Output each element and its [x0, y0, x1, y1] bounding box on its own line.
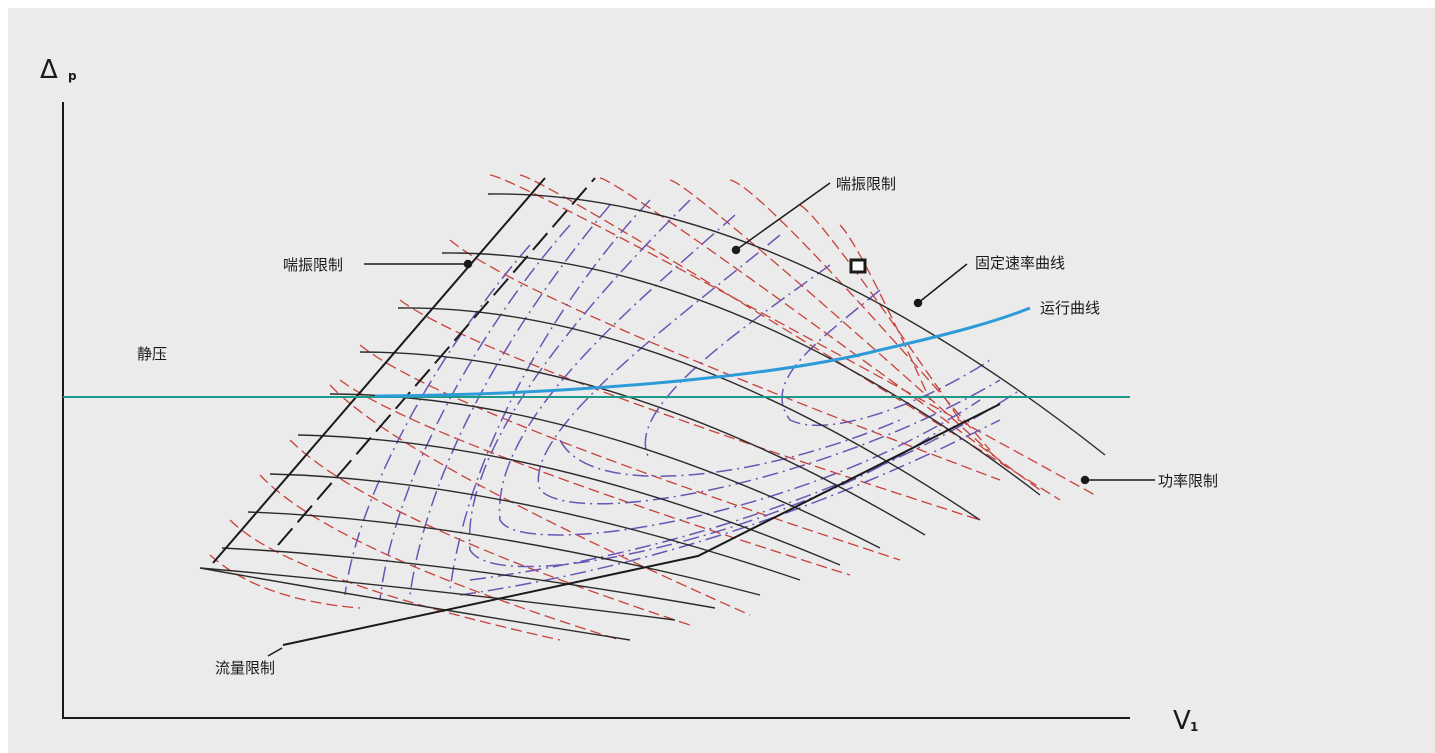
efficiency-contour [498, 214, 981, 536]
label-surge-limit-left: 喘振限制 [283, 256, 343, 274]
red-dashed-line [729, 179, 991, 451]
red-dashed-line [259, 474, 621, 641]
compressor-map-diagram: Δ p V 1 喘振限制 喘振限制 固定速率曲线 运行曲线 静压 功率限制 流量… [8, 8, 1435, 753]
red-dashed-line [449, 239, 1001, 481]
annotation-leaders [267, 182, 1155, 657]
fixed-speed-curve [199, 567, 676, 621]
fixed-speed-curve [297, 434, 841, 566]
label-surge-limit-top: 喘振限制 [836, 175, 896, 193]
axes: Δ p V 1 [40, 55, 1198, 736]
efficiency-contour [468, 199, 941, 568]
efficiency-contour [469, 389, 1021, 581]
fixed-speed-curve [487, 193, 1106, 456]
operating-curve [374, 306, 1031, 398]
fixed-speed-curve [199, 567, 631, 641]
label-operating-curve: 运行曲线 [1040, 299, 1100, 317]
x-axis-subscript: 1 [1190, 720, 1198, 734]
red-dashed-line [229, 519, 561, 641]
fixed-speed-curve [441, 252, 1041, 496]
red-dashed-line [399, 299, 981, 521]
y-axis-subscript: p [68, 69, 77, 83]
efficiency-contour [379, 224, 571, 601]
compressor-map: Δ p V 1 喘振限制 喘振限制 固定速率曲线 运行曲线 静压 功率限制 流量… [40, 55, 1218, 736]
red-dashed-lines [209, 174, 1096, 641]
red-dashed-line [519, 174, 1061, 501]
label-power-limit: 功率限制 [1158, 472, 1218, 490]
red-dashed-line [339, 379, 851, 576]
fixed-speed-curve [397, 307, 981, 521]
label-fixed-speed-curve: 固定速率曲线 [975, 254, 1065, 272]
surge-control-line [277, 177, 596, 546]
efficiency-contour [644, 264, 831, 461]
efficiency-contour [781, 289, 991, 427]
efficiency-contour [459, 419, 1001, 596]
surge-limit-line [212, 177, 546, 564]
efficiency-contour [344, 244, 531, 596]
red-dashed-line [359, 344, 901, 561]
label-flow-limit: 流量限制 [215, 659, 275, 677]
x-axis-label: V [1173, 706, 1191, 736]
design-point-marker [849, 258, 867, 274]
red-dashed-line [839, 224, 931, 401]
y-axis-label: Δ [40, 55, 58, 85]
red-dashed-line [289, 439, 691, 626]
label-static-pressure: 静压 [137, 345, 167, 363]
fixed-speed-curve [269, 473, 801, 581]
red-dashed-line [799, 204, 961, 421]
fixed-speed-curve [221, 547, 716, 609]
red-dashed-line [329, 384, 751, 616]
fixed-speed-curve [247, 511, 761, 596]
flow-limit-line [282, 403, 1001, 646]
red-dashed-line [599, 177, 1041, 491]
red-dashed-line [209, 554, 361, 609]
efficiency-contour [537, 234, 1001, 505]
efficiency-contours [344, 199, 1021, 601]
red-dashed-line [489, 174, 1096, 496]
efficiency-contour [559, 419, 901, 477]
